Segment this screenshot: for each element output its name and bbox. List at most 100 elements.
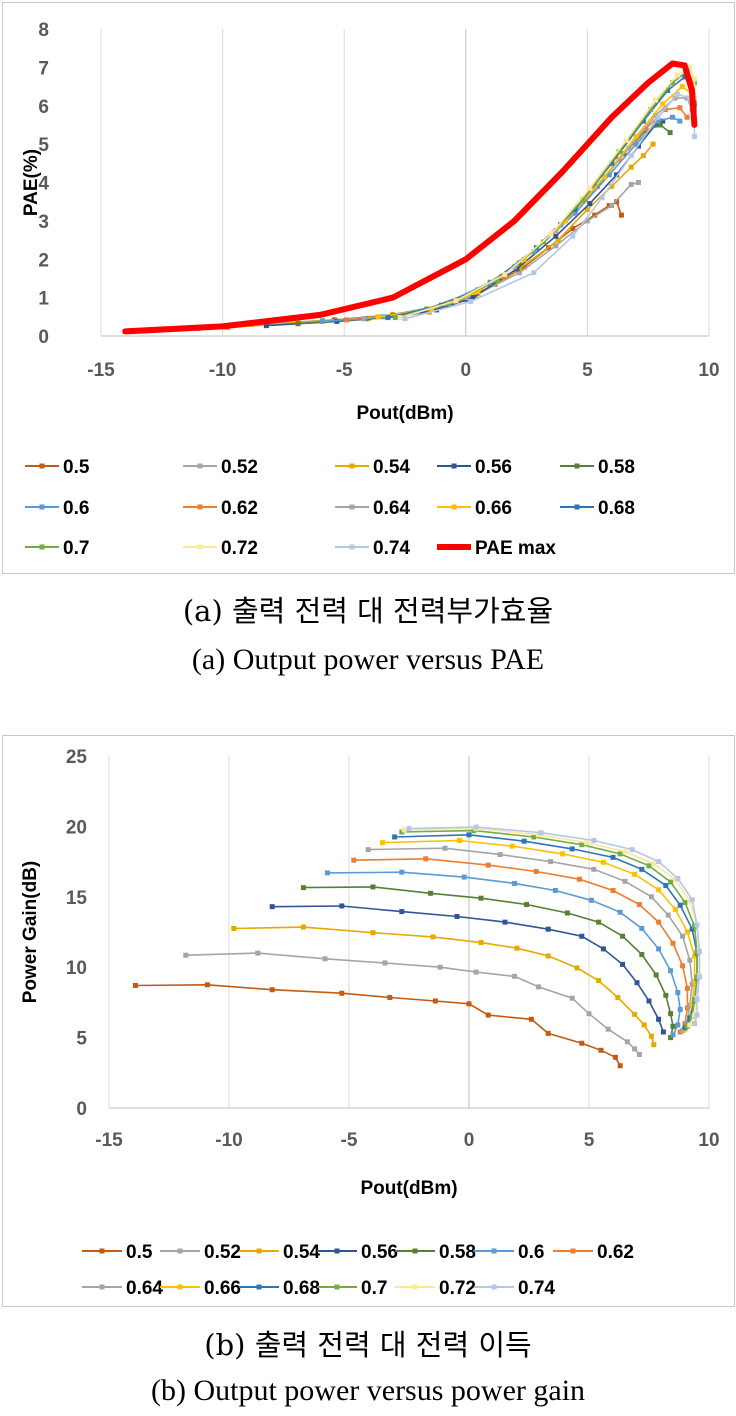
data-point bbox=[628, 164, 634, 170]
data-point bbox=[300, 924, 306, 930]
series-line-0.72 bbox=[404, 827, 701, 1026]
data-point bbox=[596, 978, 602, 984]
legend-item: 0.74 bbox=[474, 1278, 555, 1299]
x-tick-label: -15 bbox=[87, 360, 115, 381]
legend-swatch-marker bbox=[570, 1248, 576, 1254]
legend-item: 0.7 bbox=[317, 1278, 387, 1299]
y-tick-label: 1 bbox=[38, 289, 49, 310]
data-point bbox=[516, 270, 522, 276]
legend-label: 0.68 bbox=[598, 498, 635, 519]
data-point bbox=[502, 272, 508, 278]
data-point bbox=[617, 851, 623, 857]
data-point bbox=[531, 270, 537, 276]
data-point bbox=[387, 994, 393, 1000]
data-point bbox=[545, 926, 551, 932]
data-point bbox=[370, 930, 376, 936]
data-point bbox=[380, 840, 386, 846]
data-point bbox=[694, 1012, 700, 1018]
data-point bbox=[545, 1030, 551, 1036]
data-point bbox=[670, 940, 676, 946]
data-point bbox=[497, 852, 503, 858]
data-point bbox=[691, 76, 697, 82]
series-line-0.5 bbox=[125, 200, 623, 333]
data-point bbox=[528, 1016, 534, 1022]
data-point bbox=[586, 1011, 592, 1017]
data-point bbox=[601, 174, 607, 180]
data-point bbox=[494, 277, 500, 283]
data-point bbox=[670, 1032, 676, 1038]
data-point bbox=[454, 914, 460, 920]
legend-item: 0.64 bbox=[82, 1278, 163, 1299]
data-point bbox=[646, 998, 652, 1004]
data-point bbox=[475, 289, 481, 295]
series-line-0.74 bbox=[404, 93, 696, 320]
data-point bbox=[580, 197, 586, 203]
data-point bbox=[473, 969, 479, 975]
series-line-0.72 bbox=[399, 66, 696, 319]
legend-item: PAE max bbox=[437, 538, 556, 559]
data-point bbox=[614, 172, 620, 178]
data-point bbox=[623, 137, 629, 143]
data-point bbox=[564, 910, 570, 916]
legend-item: 0.62 bbox=[183, 498, 258, 519]
data-point bbox=[599, 195, 605, 201]
legend-item: 0.56 bbox=[317, 1242, 398, 1263]
data-point bbox=[269, 904, 275, 910]
data-point bbox=[584, 840, 590, 846]
data-point bbox=[399, 869, 405, 875]
data-point bbox=[648, 107, 654, 113]
data-point bbox=[634, 980, 640, 986]
data-point bbox=[618, 212, 624, 218]
data-point bbox=[553, 243, 559, 249]
data-point bbox=[684, 929, 690, 935]
y-axis-title: Power Gain(dB) bbox=[20, 861, 41, 1004]
data-point bbox=[652, 122, 658, 128]
data-point bbox=[677, 105, 683, 111]
data-point bbox=[616, 149, 622, 155]
data-point bbox=[668, 879, 674, 885]
legend-item: 0.6 bbox=[474, 1242, 544, 1263]
data-point bbox=[204, 982, 210, 988]
data-point bbox=[632, 1011, 638, 1017]
data-point bbox=[572, 210, 578, 216]
data-point bbox=[456, 837, 462, 843]
data-point bbox=[684, 1005, 690, 1011]
data-point bbox=[521, 264, 527, 270]
data-point bbox=[468, 298, 474, 304]
data-point bbox=[653, 972, 659, 978]
data-point bbox=[579, 933, 585, 939]
x-tick-label: -5 bbox=[336, 360, 353, 381]
data-point bbox=[615, 994, 621, 1000]
data-point bbox=[402, 316, 408, 322]
chart-b-frame: -15 -10 -5 0 5 10 0 5 10 15 20 25 Pout(dBm) Power Gai… bbox=[2, 735, 735, 1307]
data-point bbox=[592, 212, 598, 218]
data-point bbox=[651, 1042, 657, 1048]
data-point bbox=[514, 945, 520, 951]
data-point bbox=[684, 114, 690, 120]
data-point bbox=[617, 909, 623, 915]
data-point bbox=[432, 998, 438, 1004]
data-point bbox=[663, 883, 669, 889]
data-point bbox=[533, 868, 539, 874]
data-point bbox=[466, 832, 472, 838]
data-point bbox=[687, 1022, 693, 1028]
data-point bbox=[655, 114, 661, 120]
legend-swatch-marker bbox=[177, 1248, 183, 1254]
chart-a-frame: -15 -10 -5 0 5 10 0 1 2 3 4 5 6 7 8 Pout(dBm) PAE(%) 0.5 0… bbox=[2, 2, 735, 574]
legend-item: 0.58 bbox=[560, 457, 635, 478]
data-point bbox=[679, 84, 685, 90]
legend-label: 0.74 bbox=[518, 1278, 555, 1299]
series-line-0.52 bbox=[178, 181, 639, 330]
legend-swatch-marker bbox=[39, 504, 45, 510]
data-point bbox=[453, 298, 459, 304]
legend-item: 0.6 bbox=[25, 498, 89, 519]
legend-label: 0.7 bbox=[361, 1278, 387, 1299]
data-point bbox=[437, 964, 443, 970]
data-point bbox=[295, 321, 301, 327]
data-point bbox=[463, 295, 469, 301]
caption-a-english: (a) Output power versus PAE bbox=[191, 643, 545, 676]
data-point bbox=[689, 926, 695, 932]
data-point bbox=[610, 887, 616, 893]
data-point bbox=[622, 849, 628, 855]
series-line-0.54 bbox=[233, 926, 655, 1045]
